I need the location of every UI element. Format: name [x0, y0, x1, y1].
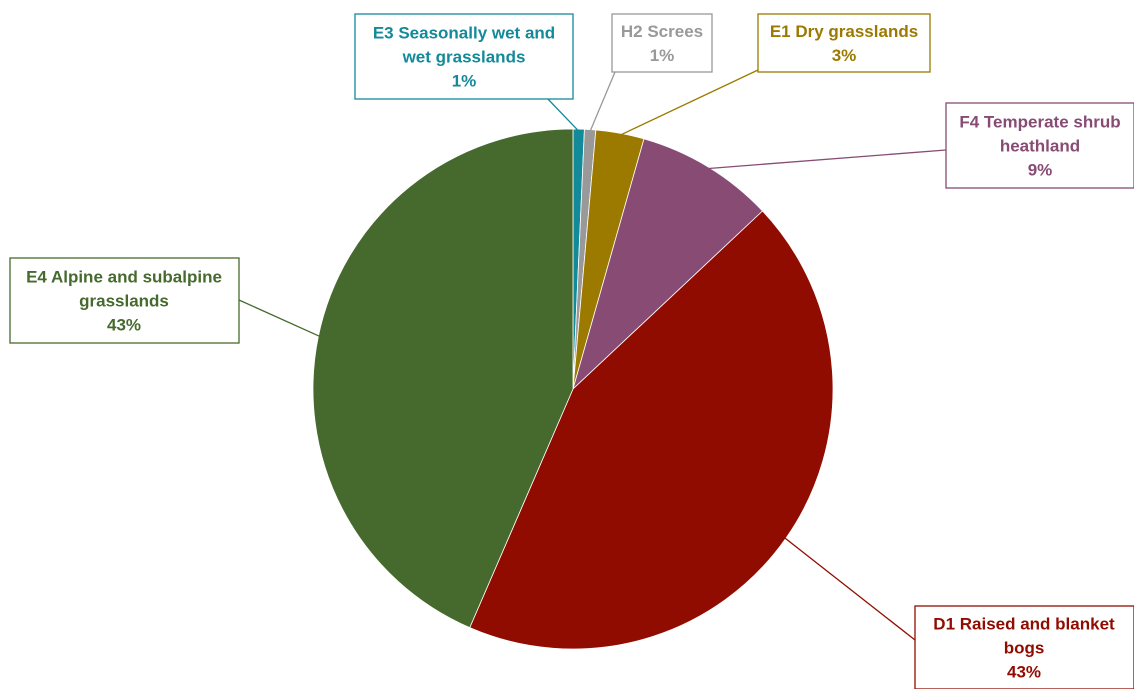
label-text: D1 Raised and blanket	[933, 615, 1115, 634]
label-percent: 9%	[1028, 161, 1053, 180]
pie-slices	[312, 128, 834, 650]
leader-line	[619, 69, 759, 136]
leader-line	[238, 299, 321, 338]
label-text: E1 Dry grasslands	[770, 22, 918, 41]
label-box	[611, 13, 713, 73]
data-label-d1-raised-and-blanket-bogs: D1 Raised and blanket bogs 43%	[783, 536, 1134, 689]
label-text: grasslands	[79, 292, 169, 311]
label-box	[757, 13, 931, 73]
label-box	[354, 13, 574, 100]
data-label-e1-dry-grasslands: E1 Dry grasslands 3%	[619, 13, 931, 136]
data-label-h2-screes: H2 Screes 1%	[589, 13, 713, 132]
label-text: H2 Screes	[621, 22, 703, 41]
label-percent: 43%	[1007, 663, 1041, 682]
label-percent: 3%	[832, 46, 857, 65]
label-text: bogs	[1004, 639, 1045, 658]
label-box	[9, 257, 240, 344]
data-label-e3-seasonally-wet-and-wet-grasslands: E3 Seasonally wet and wet grasslands 1%	[354, 13, 580, 132]
label-box	[914, 605, 1134, 689]
data-label-e4-alpine-and-subalpine-grasslands: E4 Alpine and subalpine grasslands 43%	[9, 257, 321, 344]
data-label-f4-temperate-shrub-heathland: F4 Temperate shrub heathland 9%	[707, 102, 1134, 189]
pie-slice-f4-temperate-shrub-heathland	[572, 138, 764, 391]
label-text: F4 Temperate shrub	[959, 113, 1120, 132]
leader-line	[707, 149, 947, 170]
label-percent: 1%	[452, 72, 477, 91]
label-text: wet grasslands	[402, 48, 526, 67]
label-text: E4 Alpine and subalpine	[26, 268, 222, 287]
leader-line	[783, 536, 916, 641]
label-text: E3 Seasonally wet and	[373, 24, 555, 43]
leader-line	[544, 95, 580, 132]
label-box	[945, 102, 1134, 189]
leader-line	[589, 71, 616, 132]
label-percent: 1%	[650, 46, 675, 65]
label-percent: 43%	[107, 316, 141, 335]
label-text: heathland	[1000, 137, 1080, 156]
